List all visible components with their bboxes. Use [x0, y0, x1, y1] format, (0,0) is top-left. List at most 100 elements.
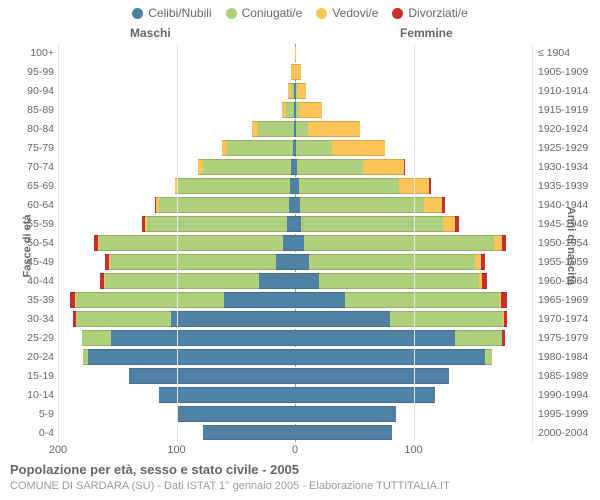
population-pyramid-chart: Celibi/NubiliConiugati/eVedovi/eDivorzia… [0, 0, 600, 500]
bar-segment [76, 311, 171, 327]
birth-year-label: 1915-1919 [538, 101, 596, 120]
birth-year-label: 2000-2004 [538, 423, 596, 442]
plot-area [58, 44, 532, 442]
female-bar [295, 235, 506, 251]
male-bar [73, 311, 295, 327]
male-bar [105, 254, 295, 270]
bar-segment [404, 159, 405, 175]
bar-segment [502, 235, 506, 251]
pyramid-row [58, 101, 532, 120]
male-bar [129, 368, 295, 384]
pyramid-row [58, 44, 532, 63]
bar-segment [147, 216, 287, 232]
legend-label: Coniugati/e [242, 6, 303, 20]
birth-year-label: 1995-1999 [538, 404, 596, 423]
bar-segment [76, 292, 224, 308]
female-bar [295, 406, 396, 422]
female-bar [295, 46, 296, 62]
bar-segment [105, 273, 259, 289]
x-tick-label: 100 [167, 444, 185, 456]
male-bar [198, 159, 295, 175]
birth-year-label: 1910-1914 [538, 82, 596, 101]
female-bar [295, 349, 492, 365]
pyramid-row [58, 271, 532, 290]
bar-segment [203, 425, 295, 441]
bar-segment [224, 292, 295, 308]
pyramid-row [58, 120, 532, 139]
age-label: 0-4 [8, 423, 54, 442]
bar-segment [177, 406, 296, 422]
bar-segment [129, 368, 295, 384]
x-tick-label: 100 [404, 444, 422, 456]
pyramid-row [58, 215, 532, 234]
age-label: 75-79 [8, 139, 54, 158]
column-title-male: Maschi [130, 26, 171, 40]
bar-segment [363, 159, 404, 175]
bar-segment [319, 273, 479, 289]
bar-segment [332, 140, 385, 156]
male-bar [288, 83, 295, 99]
bar-segment [227, 140, 292, 156]
legend-dot-icon [316, 8, 327, 19]
male-bar [159, 387, 295, 403]
age-label: 80-84 [8, 120, 54, 139]
bar-segment [295, 235, 304, 251]
birth-year-label: 1945-1949 [538, 215, 596, 234]
bar-segment [309, 254, 475, 270]
male-bar [252, 121, 295, 137]
bar-segment [442, 197, 446, 213]
bar-segment [485, 349, 492, 365]
bar-segment [295, 349, 485, 365]
bar-segment [297, 159, 362, 175]
bar-segment [482, 273, 487, 289]
bar-segment [299, 102, 323, 118]
birth-year-label: 1960-1964 [538, 271, 596, 290]
female-bar [295, 330, 505, 346]
bar-segment [259, 273, 295, 289]
birth-year-label: 1980-1984 [538, 347, 596, 366]
bar-segment [455, 216, 459, 232]
legend-label: Vedovi/e [332, 6, 378, 20]
gridline [532, 44, 533, 442]
bar-segment [300, 197, 424, 213]
age-label: 65-69 [8, 177, 54, 196]
bar-segment [295, 254, 309, 270]
female-bar [295, 425, 392, 441]
birth-year-label: 1950-1954 [538, 234, 596, 253]
bar-segment [276, 254, 295, 270]
age-label: 70-74 [8, 158, 54, 177]
legend-dot-icon [226, 8, 237, 19]
bar-segment [301, 216, 443, 232]
bar-segment [295, 330, 455, 346]
pyramid-row [58, 366, 532, 385]
female-bar [295, 102, 322, 118]
age-label: 95-99 [8, 63, 54, 82]
bar-segment [99, 235, 283, 251]
male-bar [282, 102, 295, 118]
pyramid-row [58, 158, 532, 177]
male-bar [70, 292, 295, 308]
female-bar [295, 159, 405, 175]
bar-segment [203, 159, 292, 175]
male-bar [82, 330, 295, 346]
bar-segment [424, 197, 442, 213]
female-bar [295, 64, 301, 80]
bar-rows [58, 44, 532, 442]
pyramid-row [58, 82, 532, 101]
bar-segment [82, 330, 112, 346]
pyramid-row [58, 63, 532, 82]
gridline [414, 44, 415, 442]
bar-segment [88, 349, 295, 365]
legend-item: Divorziati/e [392, 6, 467, 20]
bar-segment [295, 46, 296, 62]
age-label: 35-39 [8, 290, 54, 309]
age-label: 25-29 [8, 328, 54, 347]
age-label: 90-94 [8, 82, 54, 101]
bar-segment [286, 102, 294, 118]
x-axis-ticks: 2001000100 [58, 444, 532, 460]
bar-segment [159, 197, 289, 213]
bar-segment [159, 387, 295, 403]
bar-segment [345, 292, 499, 308]
age-label: 20-24 [8, 347, 54, 366]
pyramid-row [58, 423, 532, 442]
